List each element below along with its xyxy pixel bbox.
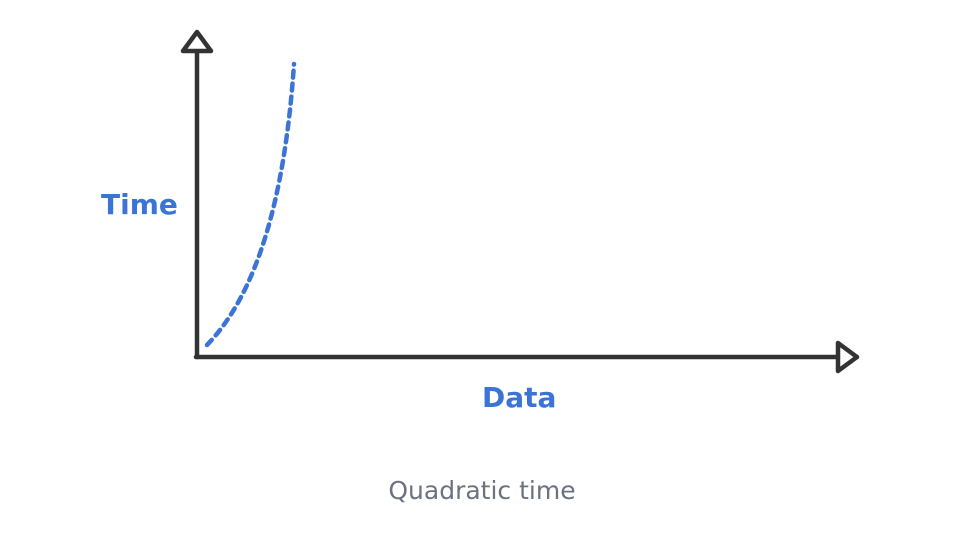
quadratic-curve [204, 61, 297, 348]
y-axis-label: Time [101, 188, 178, 221]
x-axis-arrowhead [835, 340, 860, 374]
x-axis-label: Data [482, 381, 557, 414]
y-axis-arrowhead [180, 29, 214, 54]
diagram-caption: Quadratic time [388, 476, 576, 505]
